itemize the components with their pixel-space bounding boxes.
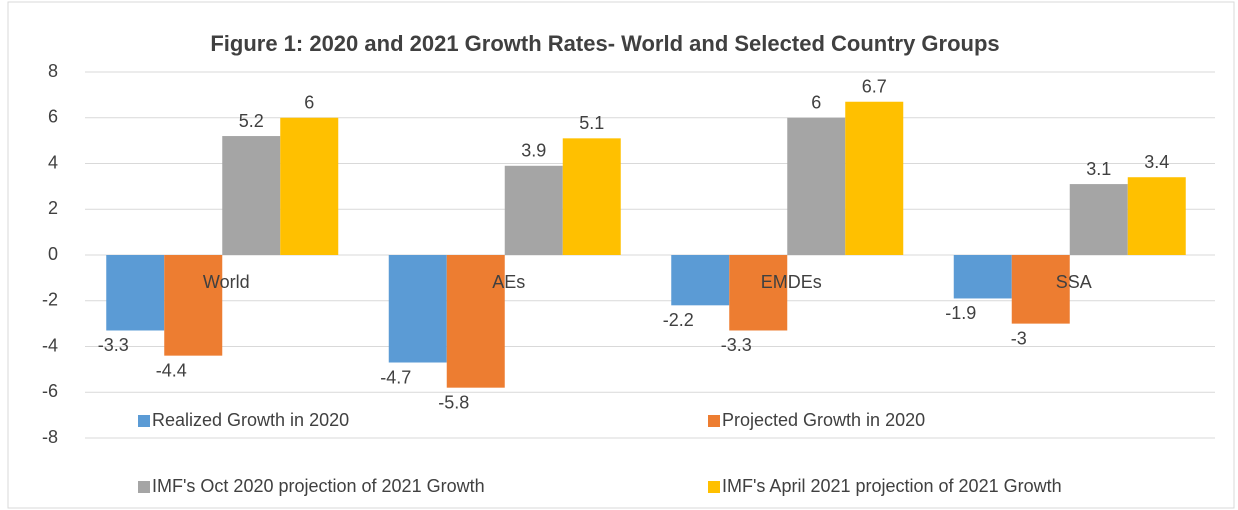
data-label: 3.1 — [1086, 159, 1111, 179]
data-label: -1.9 — [945, 303, 976, 323]
bar — [164, 255, 223, 356]
legend-swatch — [708, 415, 720, 427]
bar — [106, 255, 165, 331]
x-tick-label: World — [203, 272, 250, 292]
y-tick-label: -4 — [42, 335, 58, 355]
y-tick-label: 4 — [48, 152, 58, 172]
bar — [504, 165, 563, 255]
data-label: -4.7 — [380, 367, 411, 387]
data-label: -5.8 — [438, 392, 469, 412]
data-label: 5.1 — [579, 113, 604, 133]
y-tick-label: -8 — [42, 427, 58, 447]
data-label: -4.4 — [156, 360, 187, 380]
bar — [671, 255, 730, 306]
data-label: 3.9 — [521, 141, 546, 161]
data-label: -3.3 — [98, 335, 129, 355]
bar — [280, 117, 339, 255]
legend-label: IMF's April 2021 projection of 2021 Grow… — [722, 476, 1062, 496]
bar — [953, 255, 1012, 299]
y-tick-label: -6 — [42, 381, 58, 401]
bar — [388, 255, 447, 363]
y-tick-label: 8 — [48, 61, 58, 81]
bar — [845, 101, 904, 255]
legend-label: Realized Growth in 2020 — [152, 410, 349, 430]
bar — [729, 255, 788, 331]
data-label: 6 — [304, 93, 314, 113]
chart-title: Figure 1: 2020 and 2021 Growth Rates- Wo… — [210, 31, 999, 56]
x-tick-label: EMDEs — [761, 272, 822, 292]
bar — [1011, 255, 1070, 324]
legend-label: Projected Growth in 2020 — [722, 410, 925, 430]
legend-swatch — [138, 415, 150, 427]
data-label: 6.7 — [862, 76, 887, 96]
y-tick-label: 0 — [48, 244, 58, 264]
data-label: 5.2 — [239, 111, 264, 131]
bar — [562, 138, 621, 255]
y-tick-label: 2 — [48, 198, 58, 218]
bar — [1127, 177, 1186, 255]
bar — [222, 136, 281, 255]
y-tick-label: -2 — [42, 290, 58, 310]
bar — [1069, 184, 1128, 255]
data-label: 3.4 — [1144, 152, 1169, 172]
bar — [787, 117, 846, 255]
bar — [446, 255, 505, 388]
legend-swatch — [138, 481, 150, 493]
data-label: -2.2 — [663, 310, 694, 330]
data-label: 6 — [811, 93, 821, 113]
legend-swatch — [708, 481, 720, 493]
data-label: -3.3 — [721, 335, 752, 355]
x-tick-label: SSA — [1056, 272, 1092, 292]
y-tick-label: 6 — [48, 107, 58, 127]
x-tick-label: AEs — [492, 272, 525, 292]
data-label: -3 — [1011, 328, 1027, 348]
legend-label: IMF's Oct 2020 projection of 2021 Growth — [152, 476, 485, 496]
